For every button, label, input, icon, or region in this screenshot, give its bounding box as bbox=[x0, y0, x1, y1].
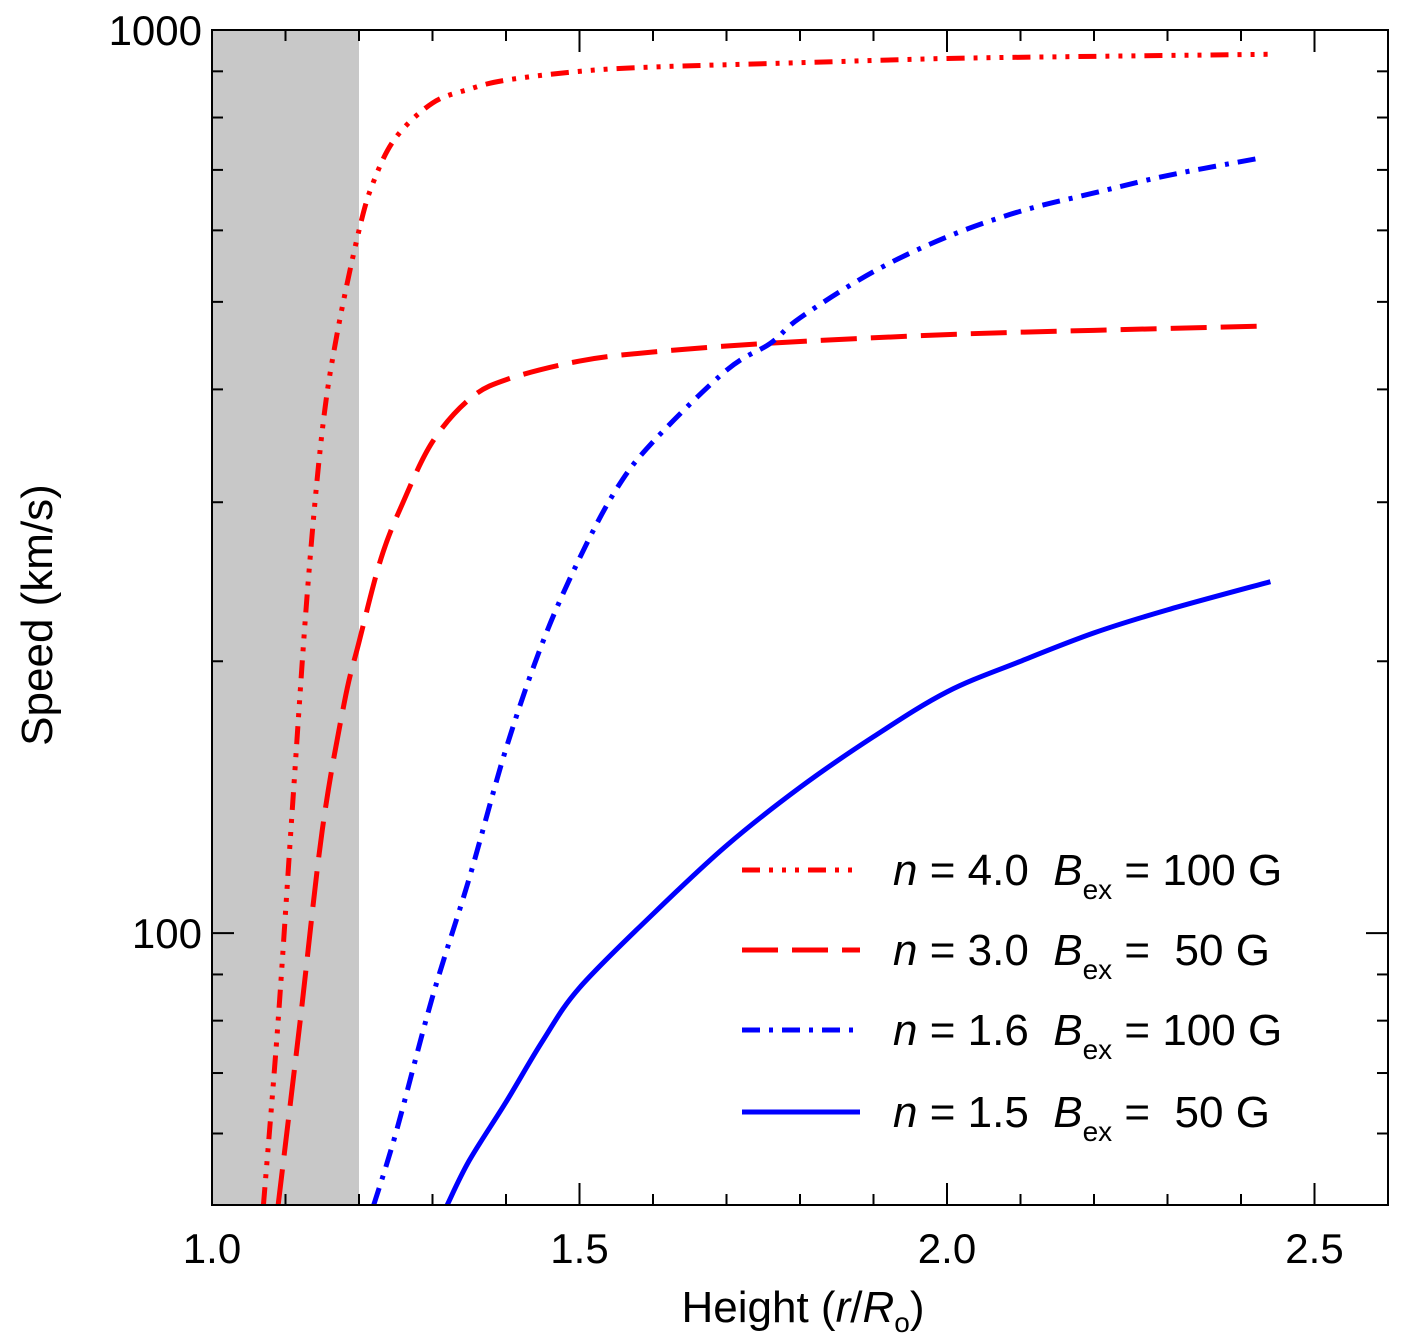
legend-label-part: = 3.0 bbox=[917, 926, 1053, 975]
x-tick-label: 1.5 bbox=[550, 1225, 608, 1272]
series-line-2 bbox=[275, 323, 1264, 1205]
x-axis-title-slash: / bbox=[850, 1283, 863, 1332]
legend-label-2: n = 3.0 Bex = 50 G bbox=[893, 926, 1270, 985]
x-axis-title-var-R: R bbox=[862, 1283, 894, 1332]
legend-label-part: B bbox=[1053, 1006, 1082, 1055]
y-tick-label: 100 bbox=[132, 910, 202, 957]
x-tick-label: 2.5 bbox=[1285, 1225, 1343, 1272]
legend-label-part: = 50 G bbox=[1112, 1088, 1270, 1137]
x-axis-title-prefix: Height ( bbox=[682, 1283, 836, 1332]
legend-label-part: ex bbox=[1083, 874, 1113, 905]
legend-label-part: B bbox=[1053, 846, 1082, 895]
series-line-1 bbox=[260, 51, 1271, 1205]
legend-label-part: = 50 G bbox=[1112, 926, 1270, 975]
legend-label-part: = 4.0 bbox=[917, 846, 1053, 895]
legend-label-part: n bbox=[893, 926, 917, 975]
x-axis-title: Height (r/Ro) bbox=[682, 1283, 925, 1338]
legend-label-part: = 100 G bbox=[1112, 1006, 1282, 1055]
x-axis-title-sub-o: o bbox=[894, 1307, 910, 1338]
y-tick-label: 1000 bbox=[109, 7, 202, 54]
legend-label-part: = 100 G bbox=[1112, 846, 1282, 895]
legend-label-part: n bbox=[893, 1006, 917, 1055]
series-line-3 bbox=[371, 156, 1257, 1205]
x-tick-label: 2.0 bbox=[918, 1225, 976, 1272]
x-axis-title-suffix: ) bbox=[910, 1283, 925, 1332]
legend: n = 4.0 Bex = 100 Gn = 3.0 Bex = 50 Gn =… bbox=[742, 846, 1282, 1147]
series-layer bbox=[260, 51, 1272, 1205]
shaded-region bbox=[212, 30, 359, 1205]
legend-label-part: ex bbox=[1083, 954, 1113, 985]
legend-label-1: n = 4.0 Bex = 100 G bbox=[893, 846, 1282, 905]
tick-label-layer: 1.0 1.5 2.0 2.5 100 1000 bbox=[109, 7, 1344, 1272]
x-tick-label: 1.0 bbox=[183, 1225, 241, 1272]
legend-label-part: n bbox=[893, 846, 917, 895]
series-line-4 bbox=[444, 579, 1272, 1205]
legend-label-part: ex bbox=[1083, 1116, 1113, 1147]
shaded-region-layer bbox=[212, 30, 359, 1205]
x-axis-title-var-r: r bbox=[836, 1283, 853, 1332]
legend-label-part: B bbox=[1053, 926, 1082, 975]
legend-label-part: = 1.5 bbox=[917, 1088, 1053, 1137]
legend-label-part: ex bbox=[1083, 1034, 1113, 1065]
y-axis-title: Speed (km/s) bbox=[13, 484, 62, 746]
tick-layer bbox=[211, 29, 1389, 1206]
legend-label-part: B bbox=[1053, 1088, 1082, 1137]
legend-label-4: n = 1.5 Bex = 50 G bbox=[893, 1088, 1270, 1147]
legend-label-3: n = 1.6 Bex = 100 G bbox=[893, 1006, 1282, 1065]
legend-label-part: = 1.6 bbox=[917, 1006, 1053, 1055]
legend-label-part: n bbox=[893, 1088, 917, 1137]
